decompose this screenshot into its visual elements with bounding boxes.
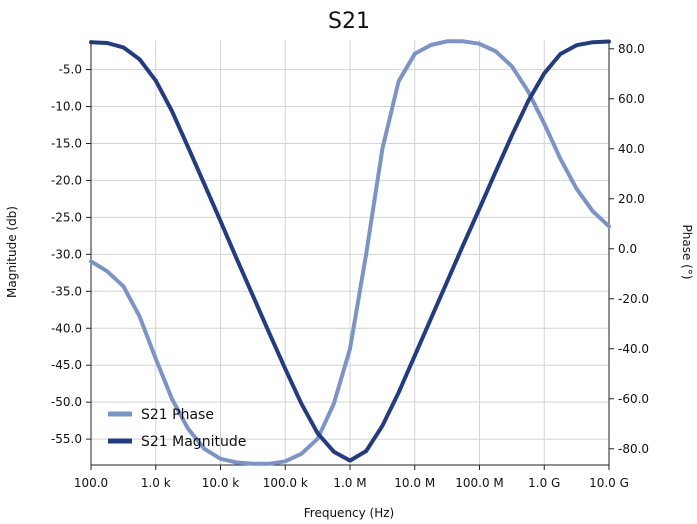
- right-y-tick-label: 0.0: [618, 242, 637, 256]
- right-y-tick-label: 80.0: [618, 42, 645, 56]
- right-y-tick-label: 20.0: [618, 192, 645, 206]
- left-y-tick-label: -5.0: [59, 63, 82, 77]
- left-y-tick-label: -20.0: [51, 173, 82, 187]
- chart-title: S21: [328, 9, 370, 34]
- left-y-tick-label: -35.0: [51, 284, 82, 298]
- legend: S21 Phase S21 Magnitude: [108, 407, 246, 450]
- right-y-axis-ticks: 80.0 60.0 40.0 20.0 0.0 -20.0 -40.0 -60.0 -80.0: [609, 42, 649, 456]
- left-y-axis-title: Magnitude (db): [5, 206, 19, 298]
- grid-lines: [90, 40, 610, 465]
- x-tick-label: 10.0 M: [394, 476, 435, 490]
- x-axis-title: Frequency (Hz): [304, 506, 395, 520]
- left-y-tick-label: -55.0: [51, 432, 82, 446]
- left-y-tick-label: -45.0: [51, 358, 82, 372]
- left-y-tick-label: -50.0: [51, 395, 82, 409]
- x-tick-label: 100.0: [74, 476, 108, 490]
- right-y-tick-label: -80.0: [618, 442, 649, 456]
- x-tick-label: 1.0 G: [528, 476, 560, 490]
- right-y-tick-label: -20.0: [618, 292, 649, 306]
- series-line-s21-magnitude: [89, 39, 611, 463]
- left-y-tick-label: -10.0: [51, 100, 82, 114]
- legend-label-s21-magnitude: S21 Magnitude: [141, 434, 246, 450]
- right-y-tick-label: 40.0: [618, 142, 645, 156]
- x-tick-label: 10.0 G: [589, 476, 629, 490]
- left-y-axis-ticks: -5.0 -10.0 -15.0 -20.0 -25.0 -30.0 -35.0 -40.0 -…: [51, 63, 91, 446]
- x-tick-label: 1.0 k: [141, 476, 171, 490]
- left-y-tick-label: -30.0: [51, 247, 82, 261]
- right-y-tick-label: -60.0: [618, 392, 649, 406]
- left-y-tick-label: -15.0: [51, 136, 82, 150]
- right-y-tick-label: 60.0: [618, 92, 645, 106]
- x-tick-label: 100.0 M: [455, 476, 504, 490]
- right-y-axis-title: Phase (°): [680, 224, 694, 279]
- series-lines: [89, 39, 611, 466]
- legend-label-s21-phase: S21 Phase: [141, 407, 214, 423]
- x-axis-ticks: 100.0 1.0 k 10.0 k 100.0 k 1.0 M 10.0 M 100.0 …: [74, 465, 629, 490]
- x-tick-label: 1.0 M: [333, 476, 366, 490]
- x-tick-label: 100.0 k: [263, 476, 308, 490]
- series-line-s21-phase: [89, 39, 611, 466]
- left-y-tick-label: -40.0: [51, 321, 82, 335]
- x-tick-label: 10.0 k: [202, 476, 240, 490]
- right-y-tick-label: -40.0: [618, 342, 649, 356]
- left-y-tick-label: -25.0: [51, 210, 82, 224]
